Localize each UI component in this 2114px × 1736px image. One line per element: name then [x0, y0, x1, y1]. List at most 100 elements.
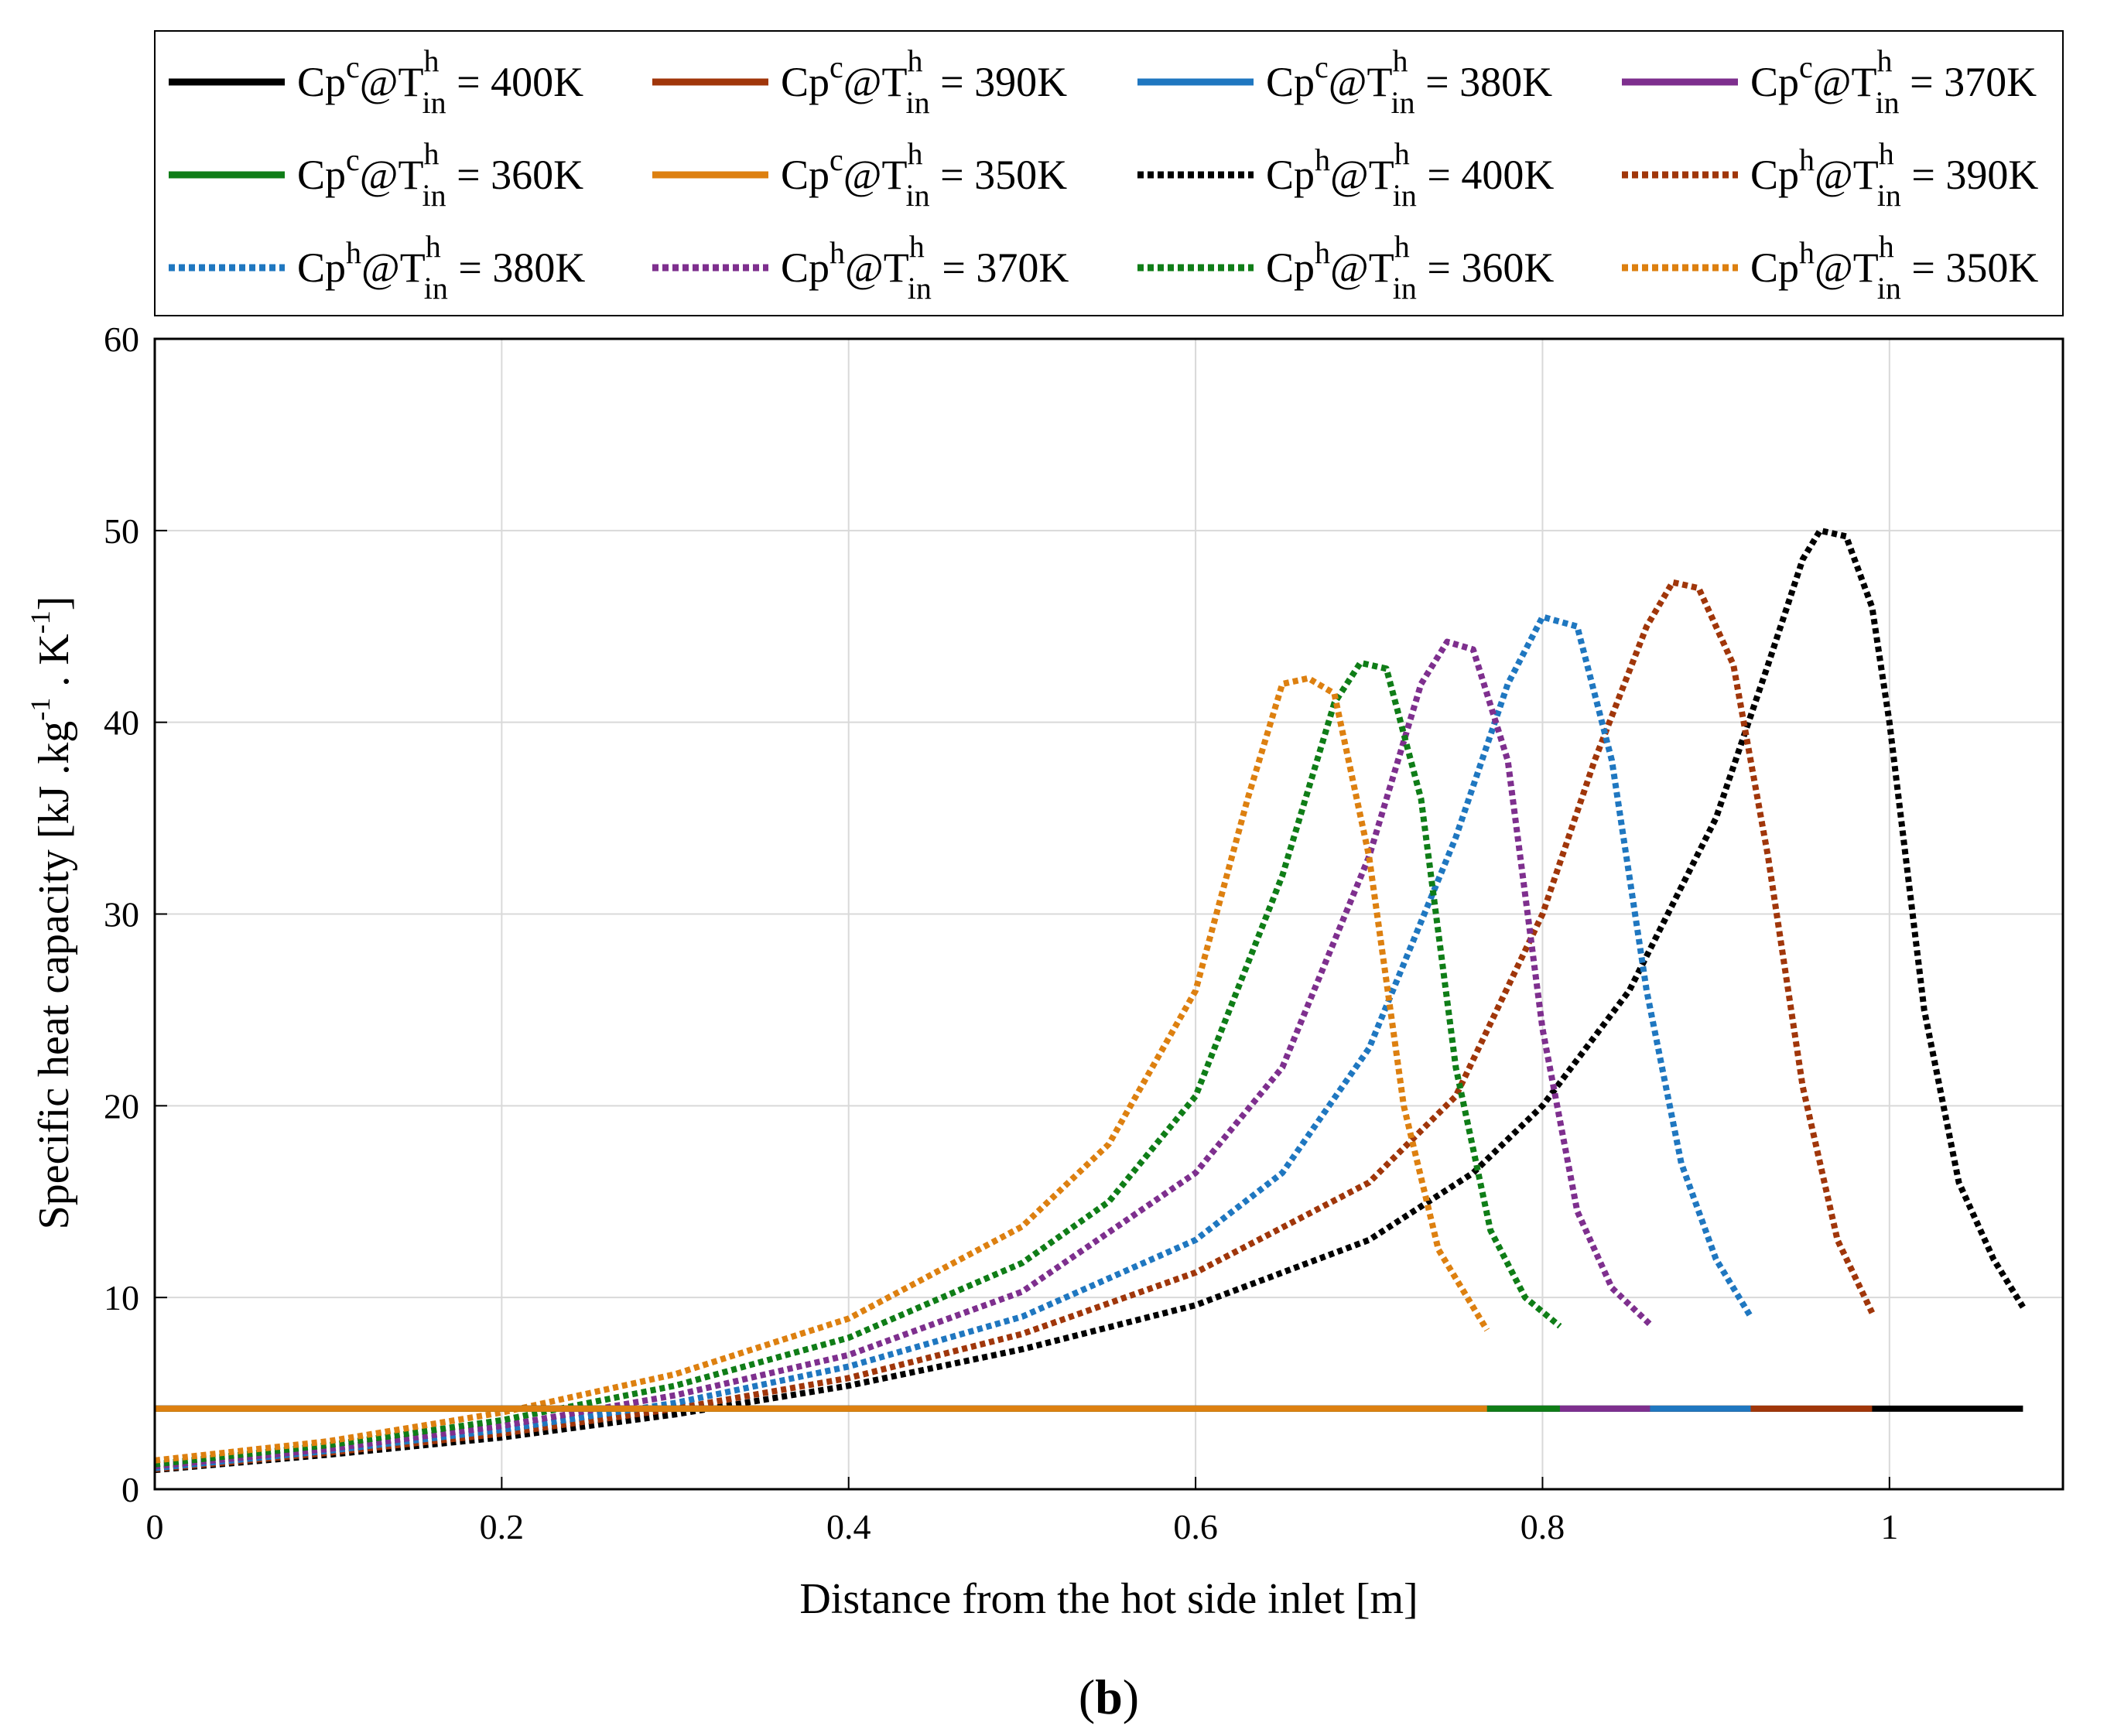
legend-text-part: in: [906, 178, 930, 213]
legend-text-part: @T: [360, 59, 424, 105]
legend-text-part: h: [908, 136, 923, 171]
legend-text-part: = 400K: [1417, 152, 1554, 198]
legend-text-part: c: [1315, 50, 1329, 84]
legend-text-part: Cp: [1266, 244, 1315, 291]
legend-text-part: h: [1879, 229, 1894, 264]
series-line-h-400: [154, 527, 2026, 1474]
y-axis-label-sup2: -1: [25, 610, 56, 634]
y-tick-label: 30: [104, 895, 139, 935]
x-axis-label: Distance from the hot side inlet [m]: [799, 1575, 1418, 1623]
legend-text-part: @T: [1815, 152, 1879, 198]
y-axis-label-mid: . K: [30, 634, 78, 697]
legend-text-part: h: [908, 43, 923, 78]
series-line-h-380: [154, 613, 1753, 1471]
y-axis-label-end: ]: [30, 596, 78, 611]
legend-text-part: c: [830, 142, 843, 177]
legend-text-part: = 400K: [446, 59, 583, 105]
legend-text-part: Cp: [297, 152, 346, 198]
legend-text-part: in: [1393, 178, 1417, 213]
legend-text-part: Cp: [1750, 244, 1799, 291]
x-tick-label: 0.8: [1521, 1507, 1565, 1546]
series-line-h-390: [154, 579, 1876, 1472]
y-tick-label: 10: [104, 1278, 139, 1317]
legend-text-part: in: [422, 85, 446, 120]
legend-text-part: in: [424, 271, 448, 306]
legend-text-part: h: [426, 229, 441, 264]
legend-text-part: in: [1393, 271, 1417, 306]
panel-label: (b): [1079, 1669, 1139, 1724]
legend-text-part: h: [1879, 136, 1894, 171]
legend-entry-c-360: Cpc@Th in = 360K: [297, 136, 583, 213]
legend-text-part: = 380K: [1415, 59, 1552, 105]
legend-box: [154, 30, 2064, 316]
legend-text-part: h: [424, 136, 440, 171]
y-tick-label: 50: [104, 511, 139, 551]
x-tick-label: 0: [146, 1507, 164, 1546]
legend-text-part: @T: [1329, 59, 1393, 105]
legend-text-part: h: [1877, 43, 1893, 78]
legend-entry-h-400: Cph@Th in = 400K: [1266, 136, 1554, 213]
y-axis-label-sup1: -1: [25, 698, 56, 721]
legend-text-part: = 350K: [930, 152, 1067, 198]
legend-text-part: = 390K: [930, 59, 1067, 105]
x-tick-label: 1: [1880, 1507, 1898, 1546]
legend-text-part: = 350K: [1901, 244, 2038, 291]
legend-text-part: c: [830, 50, 843, 84]
y-axis-label: Specific heat capacity [kJ .kg-1 . K-1]: [25, 596, 78, 1230]
legend-text-part: Cp: [297, 59, 346, 105]
legend-text-part: = 360K: [446, 152, 583, 198]
legend-text-part: = 380K: [448, 244, 585, 291]
legend-text-part: h: [424, 43, 440, 78]
legend-entry-c-380: Cpc@Th in = 380K: [1266, 43, 1552, 120]
legend-text-part: in: [1877, 178, 1901, 213]
panel-label-letter: b: [1095, 1669, 1123, 1724]
legend-text-part: Cp: [1266, 152, 1315, 198]
legend-entry-c-350: Cpc@Th in = 350K: [781, 136, 1067, 213]
legend-entry-c-370: Cpc@Th in = 370K: [1750, 43, 2037, 120]
legend-text-part: h: [1393, 43, 1408, 78]
legend-entry-c-400: Cpc@Th in = 400K: [297, 43, 583, 120]
legend-text-part: Cp: [781, 152, 830, 198]
legend-text-part: @T: [1813, 59, 1877, 105]
legend-text-part: @T: [360, 152, 424, 198]
legend-text-part: h: [1799, 235, 1815, 270]
legend-text-part: c: [346, 50, 360, 84]
legend-entry-h-360: Cph@Th in = 360K: [1266, 229, 1554, 306]
legend-text-part: @T: [1815, 244, 1879, 291]
legend-text-part: c: [346, 142, 360, 177]
legend-text-part: @T: [361, 244, 426, 291]
legend-entry-h-350: Cph@Th in = 350K: [1750, 229, 2038, 306]
x-tick-label: 0.4: [826, 1507, 871, 1546]
series-line-h-350: [154, 675, 1490, 1464]
legend-text-part: h: [346, 235, 361, 270]
legend-text-part: in: [422, 178, 446, 213]
legend-text-part: = 370K: [932, 244, 1069, 291]
legend-text-part: @T: [845, 244, 909, 291]
panel-label-close: ): [1123, 1669, 1139, 1724]
legend-text-part: = 370K: [1900, 59, 2037, 105]
legend-text-part: = 390K: [1901, 152, 2038, 198]
legend-text-part: in: [1391, 85, 1415, 120]
y-tick-label: 60: [104, 320, 139, 359]
y-axis-label-main: Specific heat capacity [kJ .kg: [30, 721, 78, 1230]
legend-entry-h-370: Cph@Th in = 370K: [781, 229, 1069, 306]
legend-text-part: in: [908, 271, 932, 306]
legend-text-part: h: [909, 229, 925, 264]
legend-text-part: h: [830, 235, 845, 270]
legend-text-part: Cp: [1750, 152, 1799, 198]
legend-text-part: @T: [1330, 152, 1394, 198]
legend-entry-h-390: Cph@Th in = 390K: [1750, 136, 2038, 213]
legend-text-part: h: [1799, 142, 1815, 177]
legend-text-part: @T: [843, 59, 908, 105]
legend-text-part: Cp: [781, 59, 830, 105]
panel-label-open: (: [1079, 1669, 1095, 1724]
legend-text-part: Cp: [781, 244, 830, 291]
legend-text-part: @T: [1330, 244, 1394, 291]
legend-text-part: @T: [843, 152, 908, 198]
legend-text-part: Cp: [297, 244, 346, 291]
y-tick-label: 0: [121, 1470, 139, 1509]
legend-text-part: Cp: [1750, 59, 1799, 105]
legend-text-part: in: [1877, 271, 1901, 306]
series-line-h-360: [154, 659, 1562, 1468]
